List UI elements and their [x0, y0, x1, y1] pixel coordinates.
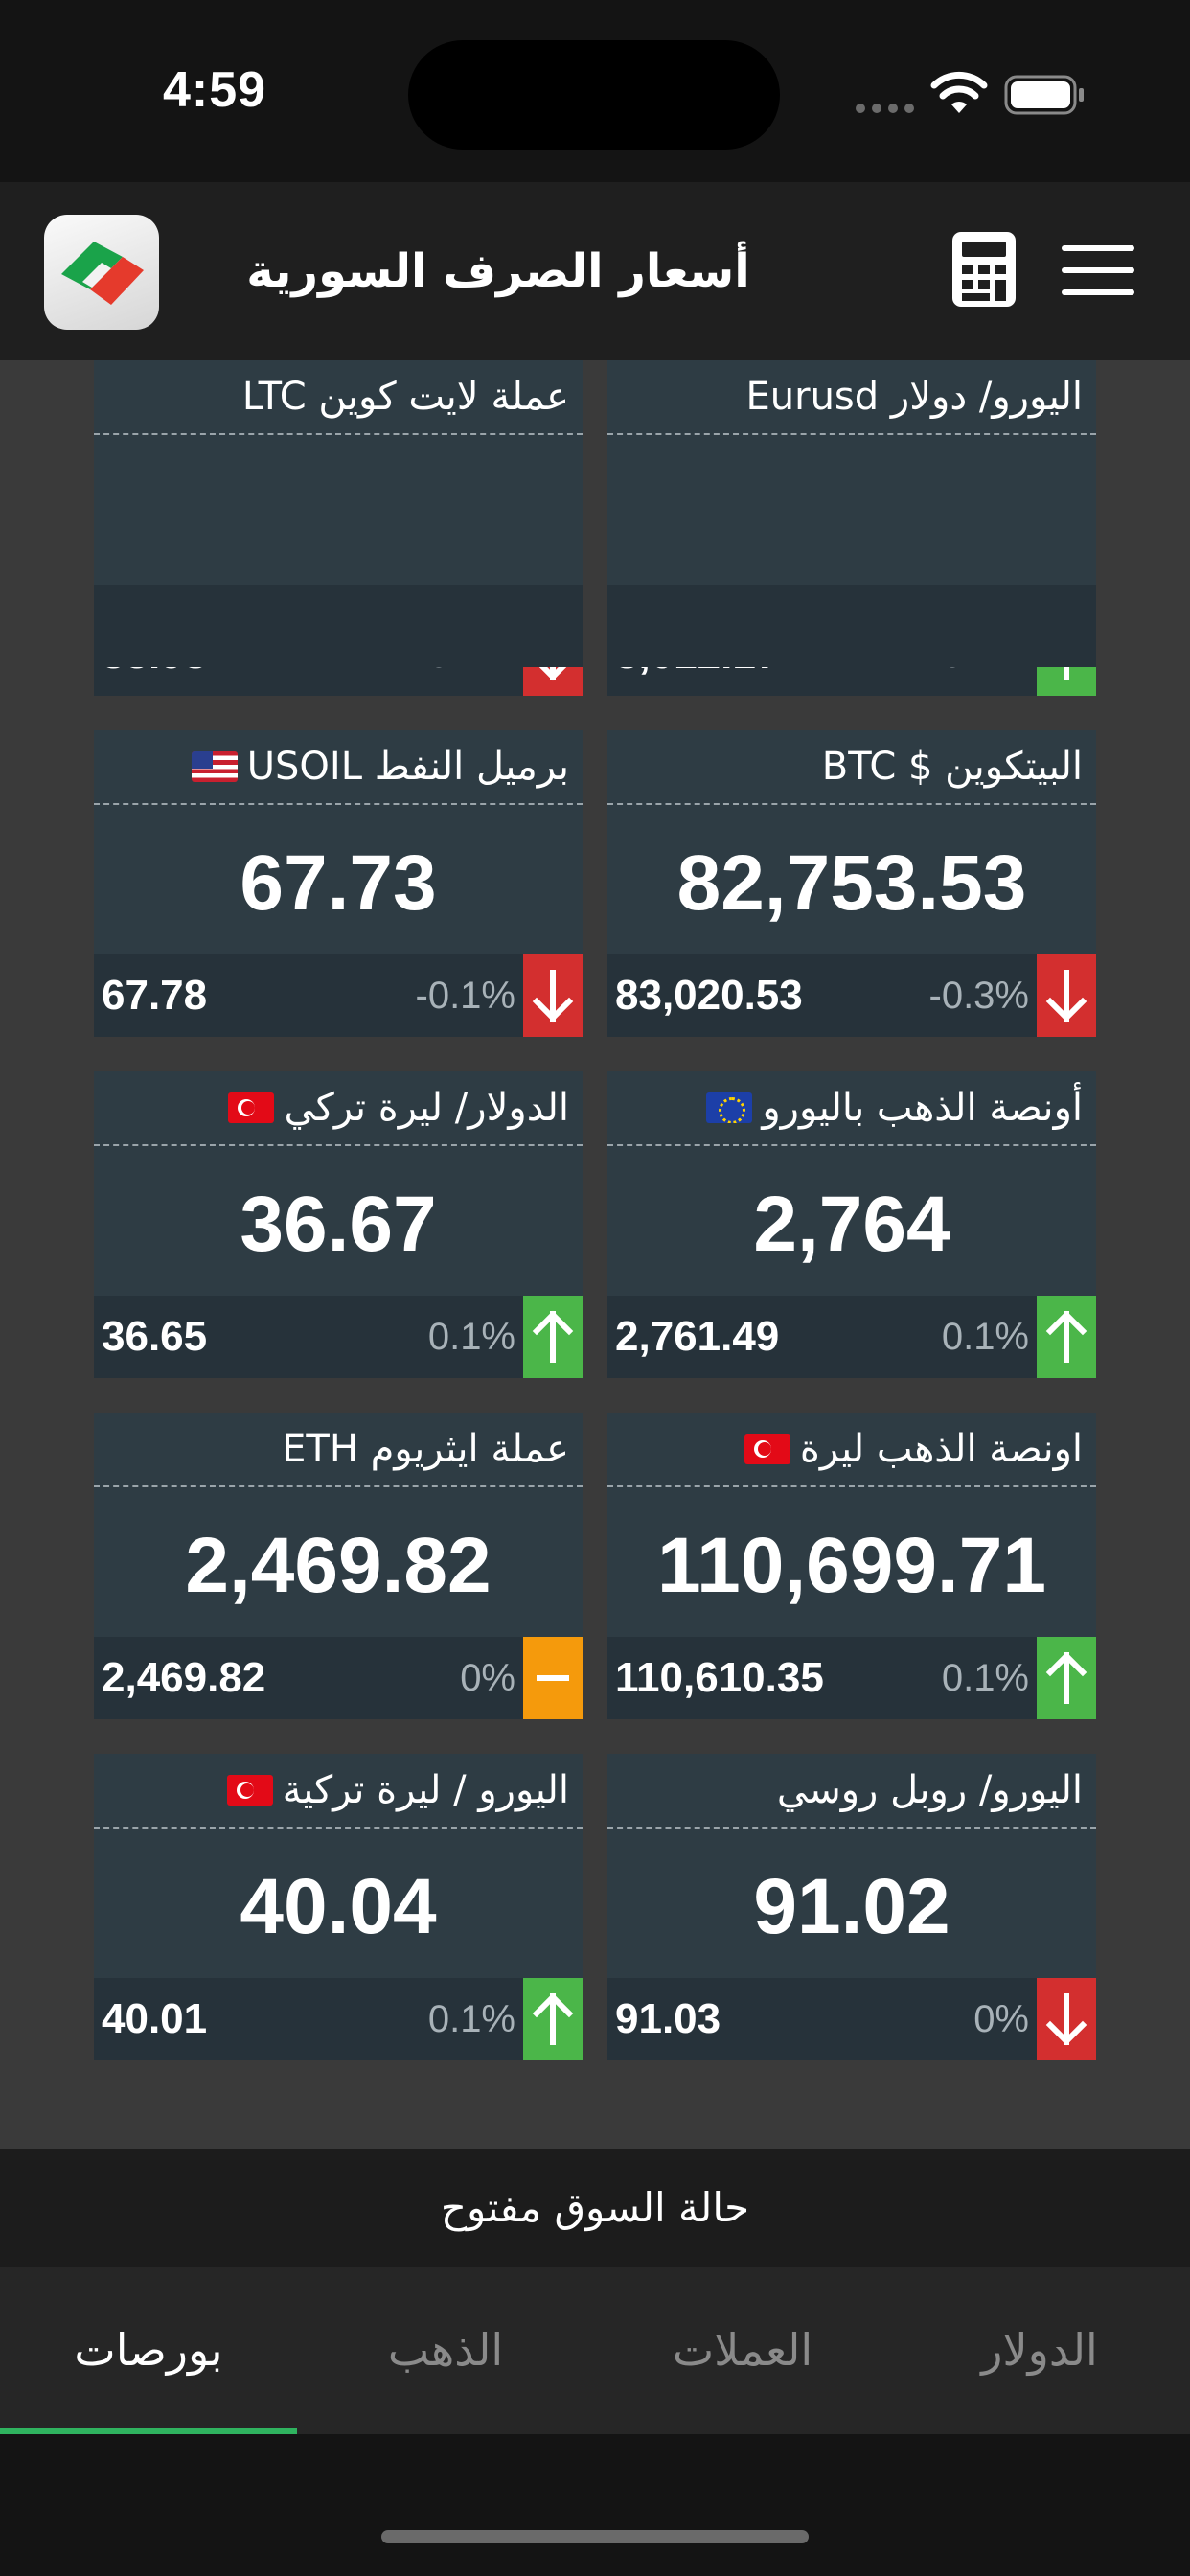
rate-card-footer: 2,761.49 0.1%	[607, 1296, 1096, 1378]
battery-icon	[1004, 75, 1084, 115]
rate-current-value	[607, 437, 1096, 590]
rate-previous-value: 110,610.35	[615, 1654, 824, 1701]
rate-card-header: برميل النفط USOIL	[94, 730, 583, 805]
wifi-icon	[930, 71, 988, 113]
rate-previous-value: 83,020.53	[615, 972, 803, 1019]
tab-dollar[interactable]: الدولار	[981, 2324, 1098, 2376]
rate-change-percent: 0.1%	[427, 1998, 515, 2040]
rate-card-footer: 83,020.53 -0.3%	[607, 954, 1096, 1037]
market-status: حالة السوق مفتوح	[0, 2149, 1190, 2267]
rate-card[interactable]: برميل النفط USOIL 67.73 67.78 -0.1%	[94, 730, 583, 1037]
app-logo-icon	[44, 215, 159, 330]
rate-change-percent: 0%	[460, 1657, 515, 1699]
rate-card-title: اونصة الذهب ليرة	[799, 1427, 1083, 1471]
rate-card-title: البيتكوين $ BTC	[821, 745, 1083, 789]
rate-card-header: اليورو / ليرة تركية	[94, 1754, 583, 1828]
rate-card-footer: 91.03 0%	[607, 1978, 1096, 2060]
arrow-up-icon	[1037, 1637, 1096, 1719]
arrow-down-icon	[1037, 1978, 1096, 2060]
rate-change-percent: -0.3%	[928, 975, 1030, 1017]
rate-current-value: 2,764	[753, 1181, 950, 1268]
tab-bar: بورصات الذهب العملات الدولار	[0, 2267, 1190, 2434]
rate-card-footer: 67.78 -0.1%	[94, 954, 583, 1037]
rate-current-value: 36.67	[240, 1181, 437, 1268]
rate-card[interactable]: الدولار/ ليرة تركي 36.67 36.65 0.1%	[94, 1071, 583, 1378]
arrow-down-icon	[523, 954, 583, 1037]
home-indicator[interactable]	[381, 2530, 809, 2543]
rate-card-title: عملة لايت كوين LTC	[241, 375, 569, 419]
rate-card-title: اليورو/ روبل روسي	[776, 1768, 1083, 1812]
flag-tr-icon	[228, 1092, 275, 1123]
arrow-up-icon	[1037, 1296, 1096, 1378]
rates-grid[interactable]: أونصة الذهب Gold3,014.43,012.170.1%أونصة…	[0, 360, 1190, 2149]
rate-card-title: اليورو/ دولار Eurusd	[745, 375, 1084, 419]
rate-card-footer	[607, 585, 1096, 667]
rate-previous-value: 2,761.49	[615, 1313, 780, 1360]
rate-previous-value: 36.65	[102, 1313, 208, 1360]
rate-card-header: عملة لايت كوين LTC	[94, 360, 583, 435]
rate-card-header: عملة ايثريوم ETH	[94, 1413, 583, 1487]
flag-us-icon	[191, 751, 238, 782]
rate-change-percent: 0.1%	[941, 1316, 1029, 1358]
rate-card-header: اونصة الذهب ليرة	[607, 1413, 1096, 1487]
status-time: 4:59	[163, 62, 267, 118]
flag-tr-icon	[226, 1775, 273, 1806]
flag-tr-icon	[744, 1434, 790, 1464]
rate-current-value	[94, 437, 583, 590]
rate-card-title: اليورو / ليرة تركية	[282, 1768, 569, 1812]
rate-current-value: 110,699.71	[657, 1522, 1046, 1609]
flag-eu-icon	[706, 1092, 753, 1123]
tab-gold[interactable]: الذهب	[387, 2324, 504, 2376]
rate-change-percent: 0%	[973, 1998, 1029, 2040]
rate-card-title: برميل النفط USOIL	[246, 745, 569, 789]
rate-card-footer: 36.65 0.1%	[94, 1296, 583, 1378]
rate-card-title: أونصة الذهب باليورو	[762, 1086, 1083, 1130]
arrow-down-icon	[1037, 954, 1096, 1037]
dynamic-island	[408, 40, 780, 150]
rate-change-percent: 0.1%	[427, 1316, 515, 1358]
app-title: أسعار الصرف السورية	[246, 244, 750, 298]
rate-card[interactable]: عملة ايثريوم ETH 2,469.82 2,469.82 0%	[94, 1413, 583, 1719]
app-header: أسعار الصرف السورية	[0, 182, 1190, 360]
rate-card[interactable]: أونصة الذهب باليورو 2,764 2,761.49 0.1%	[607, 1071, 1096, 1378]
tab-currencies[interactable]: العملات	[672, 2324, 813, 2376]
rate-card-footer: 40.01 0.1%	[94, 1978, 583, 2060]
rate-card-header: الدولار/ ليرة تركي	[94, 1071, 583, 1146]
rate-card-footer: 2,469.82 0%	[94, 1637, 583, 1719]
hamburger-menu-icon[interactable]	[1062, 242, 1134, 299]
rate-card-header: اليورو/ دولار Eurusd	[607, 360, 1096, 435]
rate-card-header: البيتكوين $ BTC	[607, 730, 1096, 805]
rate-card[interactable]: اليورو/ روبل روسي 91.02 91.03 0%	[607, 1754, 1096, 2060]
cellular-signal-icon	[856, 104, 914, 113]
rate-change-percent: 0.1%	[941, 1657, 1029, 1699]
rate-card[interactable]: عملة لايت كوين LTC	[94, 360, 583, 667]
tab-exchanges[interactable]: بورصات	[74, 2324, 223, 2376]
rate-current-value: 67.73	[240, 840, 437, 927]
rate-card[interactable]: البيتكوين $ BTC 82,753.53 83,020.53 -0.3%	[607, 730, 1096, 1037]
arrow-up-icon	[523, 1978, 583, 2060]
rate-card[interactable]: اليورو/ دولار Eurusd	[607, 360, 1096, 667]
rate-card-footer	[94, 585, 583, 667]
rate-previous-value: 91.03	[615, 1995, 721, 2042]
rate-current-value: 82,753.53	[676, 840, 1027, 927]
rate-card-header: اليورو/ روبل روسي	[607, 1754, 1096, 1828]
rate-previous-value: 40.01	[102, 1995, 208, 2042]
rate-current-value: 91.02	[753, 1863, 950, 1950]
rate-card-header: أونصة الذهب باليورو	[607, 1071, 1096, 1146]
rate-card[interactable]: اونصة الذهب ليرة 110,699.71 110,610.35 0.1%	[607, 1413, 1096, 1719]
rate-previous-value: 2,469.82	[102, 1654, 266, 1701]
rate-current-value: 40.04	[240, 1863, 437, 1950]
rate-card-footer: 110,610.35 0.1%	[607, 1637, 1096, 1719]
rate-change-percent: -0.1%	[415, 975, 516, 1017]
calculator-icon[interactable]	[950, 230, 1018, 309]
arrow-up-icon	[523, 1296, 583, 1378]
rate-current-value: 2,469.82	[185, 1522, 492, 1609]
rate-card[interactable]: اليورو / ليرة تركية 40.04 40.01 0.1%	[94, 1754, 583, 2060]
rate-card-title: الدولار/ ليرة تركي	[284, 1086, 569, 1130]
rate-card-title: عملة ايثريوم ETH	[282, 1427, 569, 1471]
dash-icon	[523, 1637, 583, 1719]
status-bar: 4:59	[0, 0, 1190, 182]
active-tab-indicator	[0, 2428, 297, 2434]
rate-previous-value: 67.78	[102, 972, 208, 1019]
